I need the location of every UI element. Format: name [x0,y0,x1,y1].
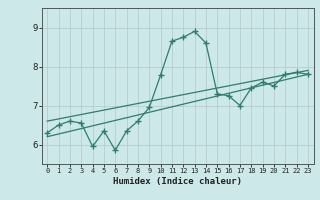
X-axis label: Humidex (Indice chaleur): Humidex (Indice chaleur) [113,177,242,186]
